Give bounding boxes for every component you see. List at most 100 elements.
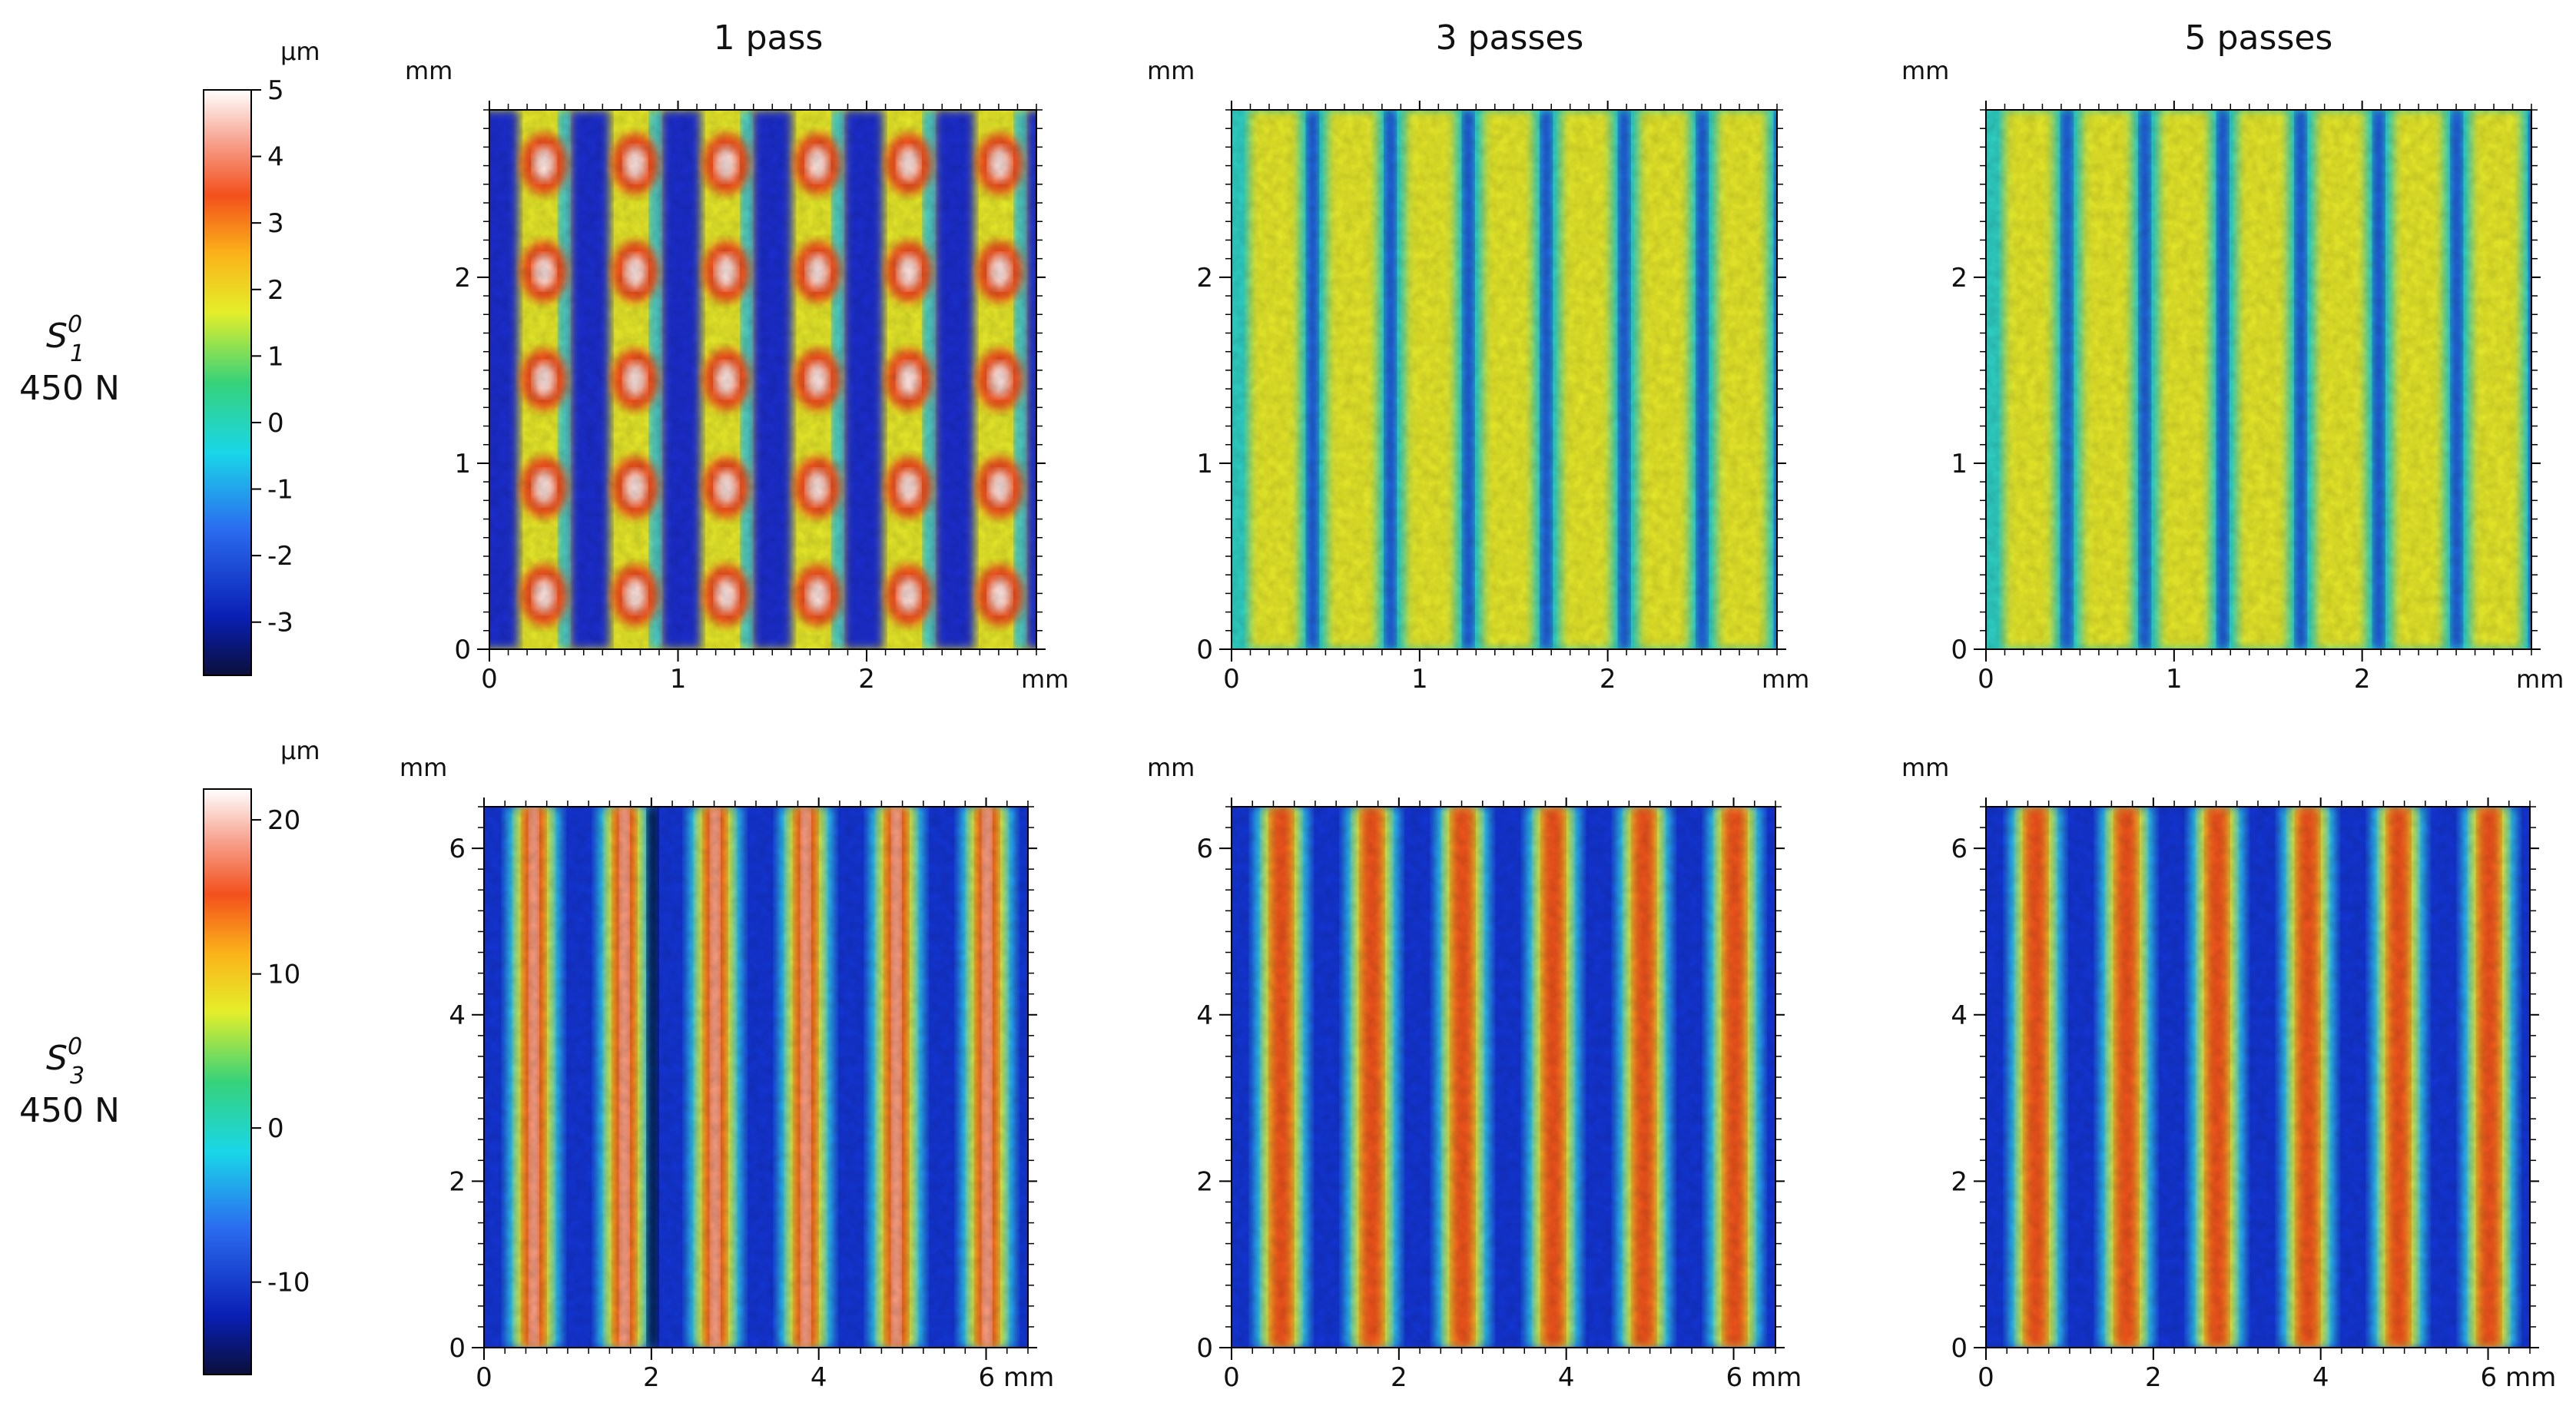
heatmap-2-x-tick-label: 1 bbox=[1411, 664, 1428, 695]
colorbar-2: μm 20 10 0 -10 bbox=[204, 736, 320, 1375]
heatmap-4-y-tick-label: 2 bbox=[449, 1166, 466, 1197]
heatmap-4-surface bbox=[484, 807, 1105, 1348]
heatmap-1-y-unit-label: mm bbox=[405, 56, 453, 85]
row-label-2-sup: 0 bbox=[68, 1033, 82, 1060]
colorbar-2-unit: μm bbox=[280, 736, 320, 765]
colorbar-1-unit: μm bbox=[280, 37, 320, 66]
heatmap-2-y-tick-label: 2 bbox=[1196, 263, 1213, 293]
colorbar-1-tick-label: 4 bbox=[267, 142, 284, 173]
heatmap-5-x-tick-label: 0 bbox=[1223, 1362, 1240, 1393]
heatmap-6-stripe-mid bbox=[2561, 807, 2576, 1348]
heatmap-1-texture bbox=[489, 110, 1036, 649]
heatmap-4-y-unit-label: mm bbox=[399, 753, 447, 782]
heatmap-3-y-tick-label: 0 bbox=[1951, 635, 1968, 665]
column-title-3: 5 passes bbox=[2185, 18, 2333, 58]
heatmap-1-x-tick-label: 0 bbox=[481, 664, 498, 695]
colorbar-2-tick-label: 10 bbox=[267, 960, 300, 990]
heatmap-3-x-unit-label: mm bbox=[2516, 665, 2564, 694]
heatmap-6-y-tick-label: 6 bbox=[1951, 834, 1968, 864]
heatmap-6-y-unit-label: mm bbox=[1901, 753, 1949, 782]
row-label-2-main: S bbox=[46, 1039, 68, 1078]
heatmap-3-x-tick-label: 0 bbox=[1978, 664, 1994, 695]
colorbar-2-gradient bbox=[204, 789, 251, 1375]
heatmap-5-x-tick-label: 6 mm bbox=[1726, 1362, 1802, 1393]
heatmap-5-texture bbox=[1232, 807, 1775, 1348]
heatmap-4-stripe-mid bbox=[1059, 807, 1096, 1348]
heatmap-4-x-tick-label: 2 bbox=[643, 1362, 660, 1393]
column-title-2: 3 passes bbox=[1436, 18, 1584, 58]
row-label-1-sub: 1 bbox=[70, 340, 85, 367]
heatmap-1-valley-edge bbox=[468, 110, 479, 649]
heatmap-6-x-tick-label: 6 mm bbox=[2481, 1362, 2557, 1393]
heatmap-3-surface bbox=[1986, 110, 2576, 649]
heatmap-4-x-tick-label: 6 mm bbox=[979, 1362, 1055, 1393]
heatmap-1-y-tick-label: 2 bbox=[454, 263, 471, 293]
heatmap-6-stripe-edge bbox=[2553, 807, 2576, 1348]
heatmap-5-stripe-mid bbox=[1807, 807, 1843, 1348]
heatmap-2-y-tick-label: 0 bbox=[1196, 635, 1213, 665]
colorbar-1-tick-label: -2 bbox=[267, 541, 293, 572]
row-label-1-main: S bbox=[46, 317, 68, 356]
heatmap-2-texture bbox=[1232, 110, 1777, 649]
row-label-1-sup: 0 bbox=[68, 311, 82, 338]
heatmap-5-y-tick-label: 2 bbox=[1196, 1166, 1213, 1197]
colorbar-2-tick-label: -10 bbox=[267, 1268, 310, 1298]
heatmap-5-x-tick-label: 2 bbox=[1391, 1362, 1407, 1393]
colorbar-2-tick-label: 20 bbox=[267, 805, 300, 836]
svg-text:S01: S01 bbox=[46, 311, 85, 367]
heatmap-3-stripe-ridge bbox=[2549, 110, 2576, 649]
colorbar-1-tick-label: 5 bbox=[267, 75, 284, 106]
heatmap-3-x-tick-label: 2 bbox=[2354, 664, 2371, 695]
colorbar-1-gradient bbox=[204, 90, 251, 675]
heatmap-5-y-tick-label: 0 bbox=[1196, 1333, 1213, 1364]
heatmap-4-stripe-peak bbox=[1073, 807, 1082, 1348]
heatmap-2-x-tick-label: 2 bbox=[1600, 664, 1616, 695]
heatmap-6-y-tick-label: 4 bbox=[1951, 1000, 1968, 1031]
heatmap-6-x-tick-label: 4 bbox=[2312, 1362, 2329, 1393]
colorbar-1-tick-label: 2 bbox=[267, 275, 284, 306]
heatmap-5-y-tick-label: 6 bbox=[1196, 834, 1213, 864]
heatmap-6-texture bbox=[1986, 807, 2530, 1348]
colorbar-1-tick-label: -1 bbox=[267, 475, 293, 506]
heatmap-6-y-tick-label: 0 bbox=[1951, 1333, 1968, 1364]
heatmap-4-x-tick-label: 4 bbox=[811, 1362, 827, 1393]
heatmap-3-y-tick-label: 1 bbox=[1951, 449, 1968, 479]
heatmap-3-x-tick-label: 1 bbox=[2166, 664, 2183, 695]
row-label-2-load: 450 N bbox=[19, 1091, 120, 1130]
heatmap-6-x-tick-label: 2 bbox=[2145, 1362, 2162, 1393]
heatmap-4-stripe-ridge bbox=[1067, 807, 1089, 1348]
heatmap-2-stripe-ridge bbox=[1795, 110, 1845, 649]
heatmap-5-stripe-edge bbox=[1799, 807, 1853, 1348]
heatmap-1-x-tick-label: 1 bbox=[670, 664, 687, 695]
colorbar-2-tick-label: 0 bbox=[267, 1113, 284, 1144]
heatmap-3-y-unit-label: mm bbox=[1901, 56, 1949, 85]
heatmap-3-texture bbox=[1986, 110, 2531, 649]
heatmap-5-y-unit-label: mm bbox=[1147, 753, 1195, 782]
heatmap-2-surface bbox=[1232, 110, 1864, 649]
heatmap-6-surface bbox=[1986, 807, 2576, 1348]
heatmap-5-stripe-ridge bbox=[1815, 807, 1836, 1348]
row-label-1-load: 450 N bbox=[19, 369, 120, 408]
heatmap-2-x-unit-label: mm bbox=[1762, 665, 1809, 694]
heatmap-1-y-tick-label: 0 bbox=[454, 635, 471, 665]
heatmap-5-surface bbox=[1232, 807, 1852, 1348]
heatmap-1-surface bbox=[468, 110, 1066, 649]
colorbar-1-tick-label: 1 bbox=[267, 341, 284, 372]
row-label-2-sub: 3 bbox=[70, 1063, 85, 1089]
colorbar-1-tick-label: -3 bbox=[267, 608, 293, 638]
heatmap-4-y-tick-label: 4 bbox=[449, 1000, 466, 1031]
svg-text:S03: S0 3 bbox=[46, 1033, 85, 1089]
heatmap-5-x-tick-label: 4 bbox=[1558, 1362, 1575, 1393]
colorbar-1-tick-label: 0 bbox=[267, 408, 284, 439]
heatmap-6-y-tick-label: 2 bbox=[1951, 1166, 1968, 1197]
